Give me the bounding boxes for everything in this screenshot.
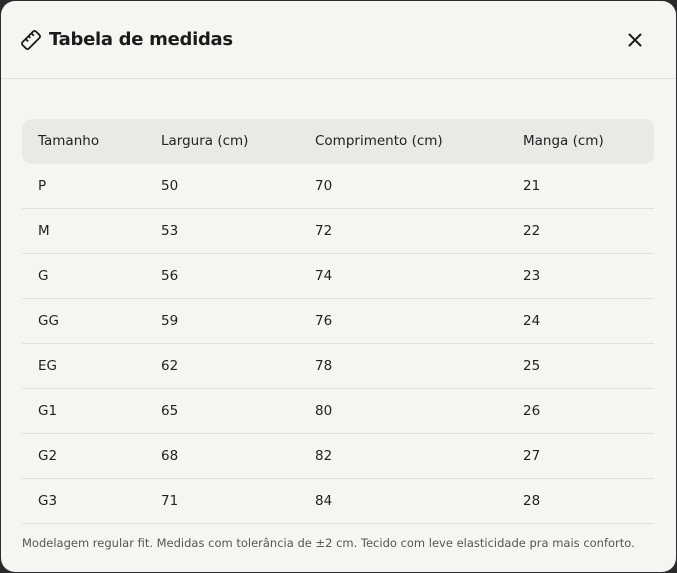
table-row: G1 65 80 26 [22,389,654,434]
close-icon [628,33,642,47]
table-row: G 56 74 23 [22,254,654,299]
table-cell: 62 [161,358,179,374]
table-row: G2 68 82 27 [22,434,654,479]
table-cell: 21 [523,178,541,194]
modal-header: Tabela de medidas [1,1,676,79]
table-cell: 70 [315,178,333,194]
table-cell: 26 [523,403,541,419]
column-header: Manga (cm) [523,133,604,149]
table-cell: 78 [315,358,333,374]
table-cell: EG [38,358,57,374]
column-header: Comprimento (cm) [315,133,443,149]
table-cell: 71 [161,493,179,509]
table-cell: 65 [161,403,179,419]
size-table: Tamanho Largura (cm) Comprimento (cm) Manga… [22,119,654,524]
table-cell: 74 [315,268,333,284]
table-row: G3 71 84 28 [22,479,654,524]
table-row: GG 59 76 24 [22,299,654,344]
table-cell: 82 [315,448,333,464]
table-row: EG 62 78 25 [22,344,654,389]
table-cell: 84 [315,493,333,509]
table-cell: 25 [523,358,541,374]
table-cell: 50 [161,178,179,194]
table-cell: 68 [161,448,179,464]
table-cell: 28 [523,493,541,509]
table-cell: 76 [315,313,333,329]
table-cell: 80 [315,403,333,419]
table-cell: 27 [523,448,541,464]
table-cell: G1 [38,403,58,419]
table-cell: G2 [38,448,58,464]
table-cell: 53 [161,223,179,239]
table-cell: 24 [523,313,541,329]
table-cell: 56 [161,268,179,284]
table-cell: GG [38,313,59,329]
table-cell: G [38,268,49,284]
table-row: P 50 70 21 [22,164,654,209]
table-cell: P [38,178,47,194]
table-cell: M [38,223,50,239]
table-cell: 72 [315,223,333,239]
close-button[interactable] [623,28,647,52]
column-header: Tamanho [38,133,100,149]
table-cell: G3 [38,493,58,509]
table-header: Tamanho Largura (cm) Comprimento (cm) Manga… [22,119,654,164]
column-header: Largura (cm) [161,133,249,149]
table-cell: 22 [523,223,541,239]
modal-title: Tabela de medidas [49,29,233,50]
table-row: M 53 72 22 [22,209,654,254]
footnote: Modelagem regular fit. Medidas com toler… [22,536,635,550]
table-cell: 59 [161,313,179,329]
table-cell: 23 [523,268,541,284]
ruler-icon [21,30,41,50]
